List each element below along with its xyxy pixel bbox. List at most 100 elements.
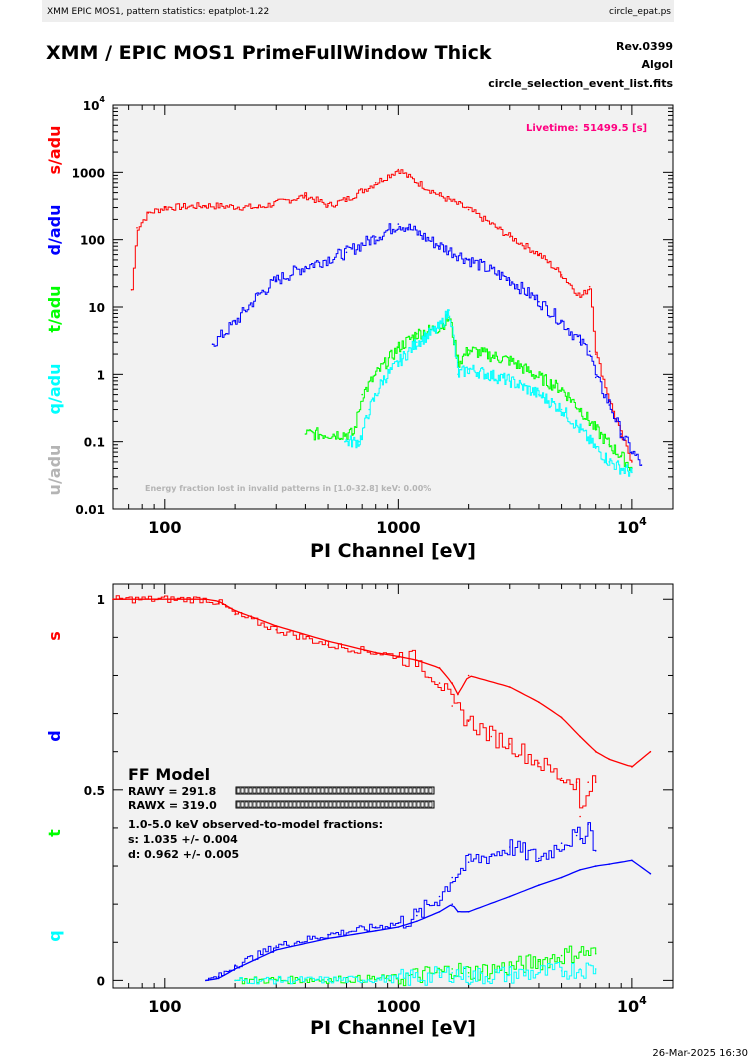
series-line-t_obs: [235, 945, 597, 987]
point-d: [438, 245, 441, 247]
point-q_obs: [560, 970, 563, 972]
legend-box-cell: [364, 787, 369, 794]
point-d: [256, 294, 259, 296]
point-s: [560, 274, 563, 276]
fractions-legend: FF Model RAWY = 291.8 RAWX = 319.0 1.0-5…: [128, 765, 435, 861]
point-s_obs: [575, 781, 578, 783]
point-s: [538, 253, 540, 256]
point-s: [304, 194, 307, 197]
point-d: [234, 321, 236, 323]
legend-box-cell: [256, 787, 261, 794]
point-t: [361, 393, 364, 396]
point-t: [538, 376, 540, 379]
legend-rawy: RAWY = 291.8: [128, 785, 216, 798]
point-q_obs: [538, 972, 540, 974]
point-q_obs: [467, 975, 470, 978]
footer-date: 26-Mar-2025 16:30: [652, 1048, 748, 1059]
legend-box-cell: [320, 787, 325, 794]
point-d: [588, 350, 591, 353]
point-q: [381, 380, 383, 382]
point-s_obs: [594, 781, 597, 783]
series-line-s: [131, 169, 633, 462]
point-d_model: [560, 876, 563, 879]
legend-box-row: [235, 786, 435, 795]
legend-box-cell: [296, 801, 301, 808]
point-t_obs: [579, 951, 581, 953]
point-s_obs: [490, 735, 493, 738]
point-d_model: [416, 920, 418, 923]
point-s_obs: [438, 682, 441, 684]
legend-box-cell: [408, 787, 413, 794]
point-s: [256, 206, 259, 209]
point-q: [344, 440, 346, 443]
point-s: [147, 212, 150, 214]
y-tick-label: 0.5: [84, 784, 105, 798]
point-d_obs: [234, 964, 236, 966]
point-d_obs: [397, 922, 400, 924]
legend-d-fraction: d: 0.962 +/- 0.005: [128, 848, 239, 861]
legend-box-cell: [268, 787, 273, 794]
point-s_model: [112, 598, 114, 600]
point-d_model: [608, 863, 610, 865]
series-line-t: [305, 314, 633, 471]
legend-box-cell: [404, 801, 409, 808]
series-q: [344, 309, 633, 477]
legend-box-cell: [308, 787, 313, 794]
point-d: [211, 343, 214, 346]
point-s: [136, 227, 138, 229]
legend-box-cell: [312, 801, 317, 808]
y-tick-label: 0.01: [75, 503, 105, 517]
point-q_obs: [451, 972, 454, 974]
legend-box-cell: [340, 787, 345, 794]
energy-fraction-annotation: Energy fraction lost in invalid patterns…: [145, 484, 431, 493]
legend-box-cell: [236, 801, 241, 808]
legend-box-cell: [372, 787, 377, 794]
legend-box-cell: [272, 801, 277, 808]
point-q: [368, 408, 371, 411]
point-s_obs: [467, 720, 470, 722]
point-s_obs: [560, 777, 563, 780]
point-q: [631, 471, 633, 474]
point-d_obs: [575, 834, 578, 837]
x-tick-label: 100: [148, 997, 181, 1016]
point-d_obs: [327, 933, 329, 936]
point-q: [438, 326, 441, 329]
y-tick-label: 104: [83, 95, 106, 113]
legend-fractions-title: 1.0-5.0 keV observed-to-model fractions:: [128, 818, 383, 831]
legend-box-cell: [236, 787, 241, 794]
point-d_model: [467, 911, 470, 913]
header-right-text: circle_epat.ps: [609, 7, 671, 17]
point-s_model: [631, 766, 633, 768]
legend-box-cell: [244, 787, 249, 794]
point-s: [205, 204, 207, 207]
point-s_model: [594, 750, 597, 753]
point-s_obs: [451, 705, 454, 707]
livetime-value: 51499.5 [s]: [583, 123, 647, 134]
legend-box-cell: [276, 787, 281, 794]
point-d: [640, 464, 643, 466]
point-s_obs: [327, 644, 329, 646]
point-d_model: [509, 895, 511, 898]
legend-box-cell: [304, 801, 309, 808]
point-t: [416, 333, 418, 335]
legend-box-cell: [424, 787, 429, 794]
legend-box-cell: [256, 801, 261, 808]
legend-box-cell: [384, 787, 389, 794]
legend-box-cell: [296, 787, 301, 794]
point-q: [448, 309, 450, 311]
legend-box-cell: [412, 787, 417, 794]
point-t_obs: [594, 952, 597, 955]
point-d_model: [451, 903, 454, 905]
fractions-side-labels: s d t q: [45, 631, 64, 941]
point-s: [467, 208, 470, 211]
legend-box-cell: [360, 787, 365, 794]
series-line-q_obs: [235, 962, 597, 986]
point-s_model: [374, 651, 377, 654]
point-d: [620, 433, 622, 435]
legend-box-cell: [356, 801, 361, 808]
point-s_model: [509, 686, 511, 688]
point-d_model: [457, 911, 459, 913]
point-d_model: [205, 979, 207, 982]
point-d: [304, 265, 307, 268]
